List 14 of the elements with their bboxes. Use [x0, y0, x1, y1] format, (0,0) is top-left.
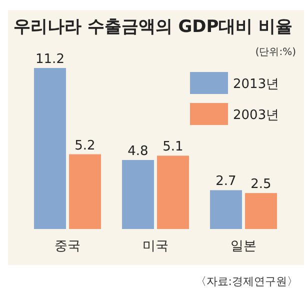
- data-label: 5.1: [162, 140, 184, 155]
- chart-subtitle: (단위:%): [255, 47, 296, 58]
- data-label: 4.8: [128, 144, 148, 159]
- x-tick-label: 미국: [142, 239, 168, 254]
- legend-label: 2003년: [233, 108, 280, 123]
- data-label: 2.5: [250, 177, 272, 192]
- data-label: 5.2: [74, 138, 96, 154]
- data-label: 2.7: [216, 174, 236, 190]
- legend-label: 2013년: [233, 77, 280, 92]
- text: 〈자료:경제연구원〉: [195, 275, 298, 288]
- x-tick-label: 중국: [54, 239, 80, 254]
- title: 우리나라 수출금액의 GDP대비 비율: [13, 17, 293, 37]
- x-tick-label: 일본: [230, 239, 256, 254]
- data-label: 11.2: [36, 52, 64, 67]
